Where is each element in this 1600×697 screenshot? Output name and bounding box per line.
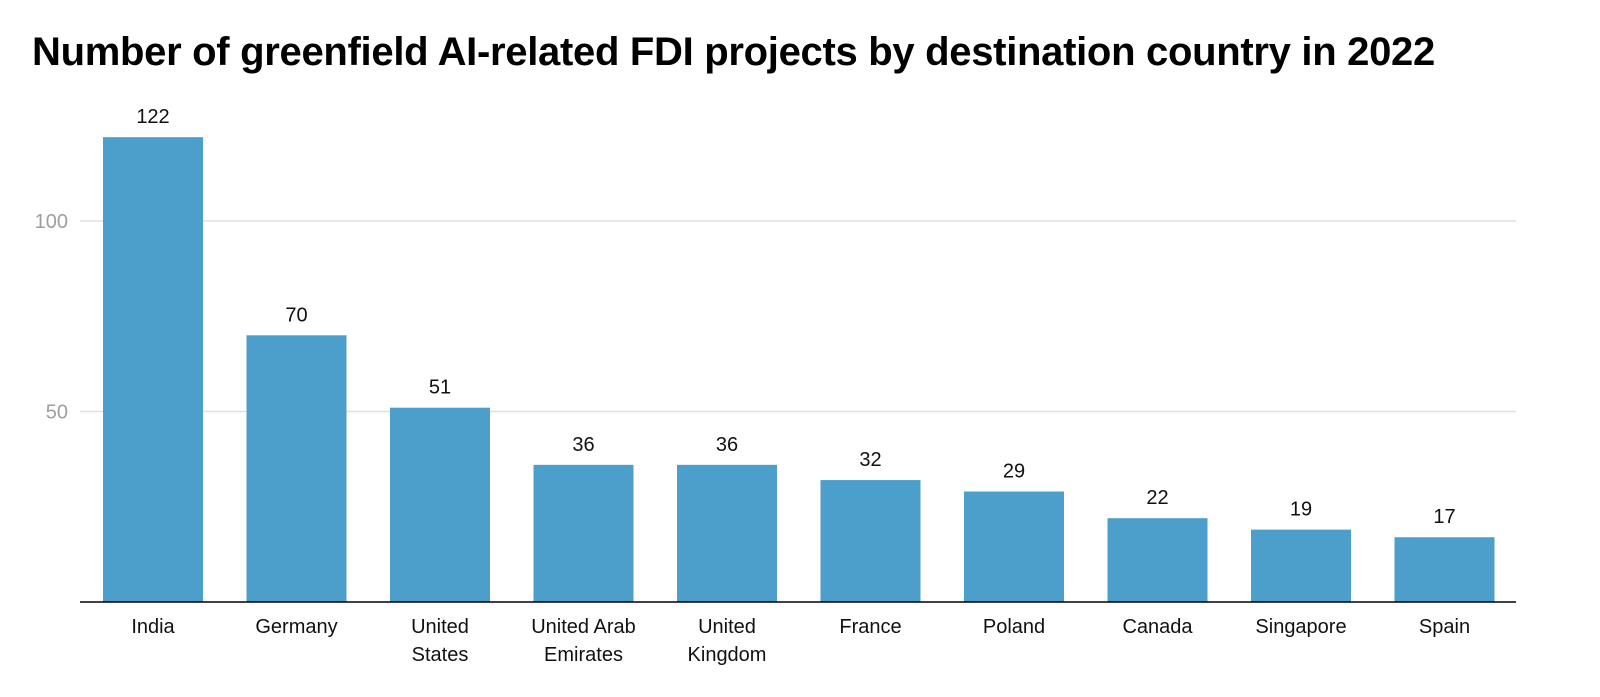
x-tick-label-line: United Arab bbox=[531, 616, 636, 638]
bar-spain bbox=[1394, 537, 1495, 602]
x-tick-label-line: Germany bbox=[255, 616, 337, 638]
x-tick-label: United States bbox=[411, 616, 469, 666]
x-tick-label-line: States bbox=[412, 644, 469, 666]
bars bbox=[103, 137, 1495, 602]
data-label: 70 bbox=[285, 304, 307, 326]
x-tick-label: Spain bbox=[1419, 616, 1470, 638]
x-tick-label-line: Kingdom bbox=[688, 644, 767, 666]
x-tick-label-line: United bbox=[698, 616, 756, 638]
x-tick-label-line: France bbox=[839, 616, 901, 638]
x-tick-label: Singapore bbox=[1255, 616, 1346, 638]
data-label: 51 bbox=[429, 377, 451, 399]
x-tick-label-line: Singapore bbox=[1255, 616, 1346, 638]
x-tick-label-line: United bbox=[411, 616, 469, 638]
x-tick-label: France bbox=[839, 616, 901, 638]
x-tick-label-line: India bbox=[131, 616, 175, 638]
y-tick-label: 50 bbox=[46, 402, 68, 424]
x-tick-label-line: Poland bbox=[983, 616, 1045, 638]
x-tick-label: Canada bbox=[1122, 616, 1193, 638]
data-label: 36 bbox=[716, 434, 738, 456]
chart-title: Number of greenfield AI-related FDI proj… bbox=[32, 30, 1435, 74]
bar-india bbox=[103, 137, 203, 602]
labels: 50 100 122 India 70 Germany 51 United States 36 Un… bbox=[35, 106, 1470, 666]
data-label: 36 bbox=[572, 434, 594, 456]
bar-united-states bbox=[390, 407, 490, 602]
bar-canada bbox=[1107, 518, 1208, 602]
bar-france bbox=[820, 480, 921, 602]
x-tick-label: United Arab Emirates bbox=[531, 616, 636, 666]
data-label: 122 bbox=[136, 106, 169, 128]
data-label: 17 bbox=[1433, 506, 1455, 528]
y-tick-label: 100 bbox=[35, 211, 68, 233]
x-tick-label-line: Emirates bbox=[544, 644, 623, 666]
x-tick-label: India bbox=[131, 616, 175, 638]
data-label: 32 bbox=[859, 449, 881, 471]
bar-united-arab-emirates bbox=[533, 464, 634, 602]
x-tick-label: United Kingdom bbox=[688, 616, 767, 666]
data-label: 19 bbox=[1290, 499, 1312, 521]
data-label: 29 bbox=[1003, 461, 1025, 483]
bar-singapore bbox=[1251, 529, 1351, 602]
x-tick-label: Poland bbox=[983, 616, 1045, 638]
x-tick-label-line: Canada bbox=[1122, 616, 1193, 638]
data-label: 22 bbox=[1146, 487, 1168, 509]
x-tick-label-line: Spain bbox=[1419, 616, 1470, 638]
bar-united-kingdom bbox=[677, 464, 777, 602]
bar-germany bbox=[246, 335, 347, 602]
x-tick-label: Germany bbox=[255, 616, 337, 638]
bar-poland bbox=[964, 491, 1064, 602]
